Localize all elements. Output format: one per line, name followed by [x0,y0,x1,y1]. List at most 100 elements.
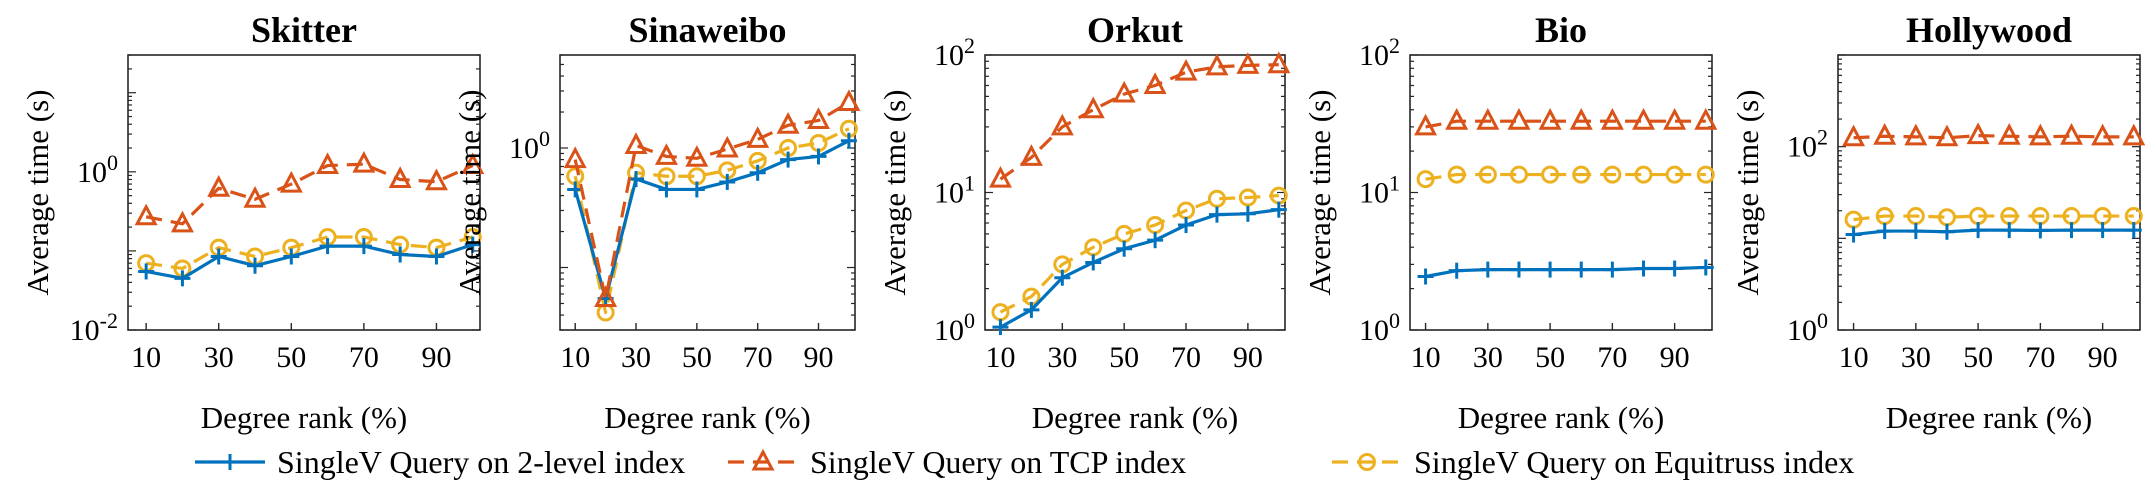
series-line-tcp [573,101,850,301]
x-axis-label: Degree rank (%) [201,400,408,435]
data-point-level2 [1448,262,1465,279]
data-point-level2 [749,164,766,181]
data-point-tcp [316,152,340,175]
data-point-level2 [138,263,155,280]
data-point-tcp [715,135,739,158]
series-equitruss [1416,165,1715,189]
data-point-tcp [1174,58,1198,81]
data-point-level2 [1697,259,1714,276]
y-axis-label: Average time (s) [452,90,487,296]
data-point-tcp [1873,123,1897,145]
data-point-level2 [1085,254,1102,271]
data-point-tcp [594,285,618,308]
panel-title: Skitter [251,10,357,50]
data-point-level2 [355,238,372,255]
data-point-level2 [688,181,705,198]
series-level2 [1845,222,2142,243]
data-point-tcp [1507,107,1531,130]
data-point-tcp [134,203,158,226]
data-point-tcp [1445,107,1469,130]
x-tick-label: 30 [204,341,234,374]
series-line-level2 [1425,265,1706,279]
data-point-tcp [170,210,194,233]
data-point-tcp [207,175,231,197]
data-point-level2 [1023,301,1040,318]
panel-skitter: Skitter 10 30 50 70 90 10-2 100 Degree rank (%) A… [20,10,485,435]
x-axis-label: Degree rank (%) [1032,400,1239,435]
series-line-tcp [999,63,1279,181]
series-line-level2 [573,139,850,301]
data-point-equitruss [1447,165,1466,184]
data-point-tcp [776,112,800,134]
data-point-tcp [2122,123,2146,146]
data-point-level2 [719,173,736,190]
legend-label: SingleV Query on 2-level index [277,444,685,480]
y-tick-label: 102 [934,33,975,72]
data-point-equitruss [1207,189,1226,208]
data-point-tcp [837,89,861,112]
data-point-tcp [1081,96,1105,119]
x-tick-label: 10 [131,341,161,374]
data-point-level2 [1907,223,1924,240]
legend-item-equitruss: SingleV Query on Equitruss index [1332,444,1854,480]
x-tick-label: 30 [1047,341,1077,374]
data-point-tcp [1569,107,1593,130]
data-point-tcp [1112,80,1136,103]
data-point-equitruss [1634,165,1653,184]
data-point-level2 [392,246,409,263]
data-point-equitruss [1665,165,1684,184]
data-point-level2 [810,148,827,165]
series-line-equitruss [145,235,474,271]
data-point-level2 [1239,205,1256,222]
x-tick-label: 70 [1597,341,1627,374]
x-tick-label: 70 [2025,341,2055,374]
series-line-level2 [999,208,1280,329]
x-tick-label: 90 [421,341,451,374]
y-tick-label: 101 [934,171,975,210]
x-tick-label: 30 [1473,341,1503,374]
data-point-tcp [624,132,648,154]
x-tick-label: 10 [1411,341,1441,374]
data-point-level2 [658,181,675,198]
data-point-level2 [1970,222,1987,239]
x-tick-label: 10 [560,341,590,374]
data-point-tcp [1842,124,1866,147]
series-line-tcp [145,162,474,226]
y-tick-label: 102 [1359,33,1400,72]
data-point-level2 [210,248,227,265]
data-point-level2 [1573,261,1590,278]
series-level2 [138,236,481,287]
series-tcp [1842,122,2146,147]
data-point-tcp [2028,123,2052,146]
x-axis-label: Degree rank (%) [604,400,811,435]
data-point-level2 [1178,217,1195,234]
x-tick-label: 70 [743,341,773,374]
data-point-level2 [2001,222,2018,239]
data-point-level2 [1604,261,1621,278]
x-tick-label: 70 [1171,341,1201,374]
data-point-level2 [2063,222,2080,239]
data-point-tcp [1143,72,1167,95]
data-point-tcp [1476,107,1500,130]
data-point-equitruss [1238,188,1257,207]
data-point-tcp [1538,107,1562,130]
panel-sinaweibo: Sinaweibo 10 30 50 70 90 100 Degree rank (%) Ave… [452,10,861,435]
y-axis-label: Average time (s) [877,90,912,296]
data-point-level2 [247,257,264,274]
data-point-level2 [1510,261,1527,278]
data-point-level2 [283,248,300,265]
legend-marker [222,454,238,470]
data-point-level2 [1542,261,1559,278]
data-point-level2 [174,270,191,287]
data-point-tcp [563,146,587,169]
data-point-level2 [2125,222,2142,239]
data-point-level2 [1666,260,1683,277]
series-tcp [134,150,485,233]
data-point-tcp [1050,113,1074,136]
data-point-tcp [1904,123,1928,146]
legend-label: SingleV Query on TCP index [810,444,1186,480]
data-point-tcp [654,143,678,165]
data-point-level2 [1417,268,1434,285]
series-tcp [563,89,861,308]
panel-title: Hollywood [1906,10,2072,50]
